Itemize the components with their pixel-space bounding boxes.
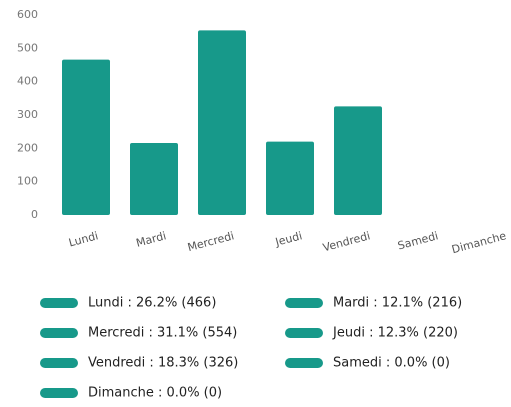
y-tick-label: 600 [17, 8, 38, 21]
legend-label: Mardi : 12.1% (216) [333, 296, 462, 311]
y-tick-label: 400 [17, 75, 38, 88]
bar [198, 30, 246, 216]
y-tick-label: 0 [31, 208, 38, 221]
legend-swatch [40, 328, 78, 338]
legend-label: Mercredi : 31.1% (554) [88, 326, 237, 341]
x-tick-label: Vendredi [321, 229, 371, 254]
x-tick-label: Samedi [396, 229, 439, 252]
x-tick-label: Jeudi [273, 229, 303, 249]
bar [62, 59, 110, 215]
y-tick-label: 200 [17, 141, 38, 154]
legend-swatch [285, 328, 323, 338]
legend-swatch [40, 298, 78, 308]
legend-label: Lundi : 26.2% (466) [88, 296, 216, 311]
legend-swatch [285, 298, 323, 308]
bar [266, 141, 314, 215]
y-tick-label: 100 [17, 175, 38, 188]
x-tick-label: Lundi [67, 229, 99, 249]
legend-swatch [40, 388, 78, 398]
bar [334, 106, 382, 215]
legend-swatch [285, 358, 323, 368]
x-tick-label: Mardi [135, 229, 168, 249]
legend-swatch [40, 358, 78, 368]
y-tick-label: 300 [17, 108, 38, 121]
bar [130, 143, 178, 215]
x-tick-label: Mercredi [186, 229, 235, 254]
legend-label: Jeudi : 12.3% (220) [332, 326, 458, 341]
x-tick-label: Dimanche [450, 229, 507, 256]
legend-label: Samedi : 0.0% (0) [333, 356, 450, 371]
legend-label: Vendredi : 18.3% (326) [88, 356, 238, 371]
y-tick-label: 500 [17, 41, 38, 54]
legend-label: Dimanche : 0.0% (0) [88, 386, 222, 401]
